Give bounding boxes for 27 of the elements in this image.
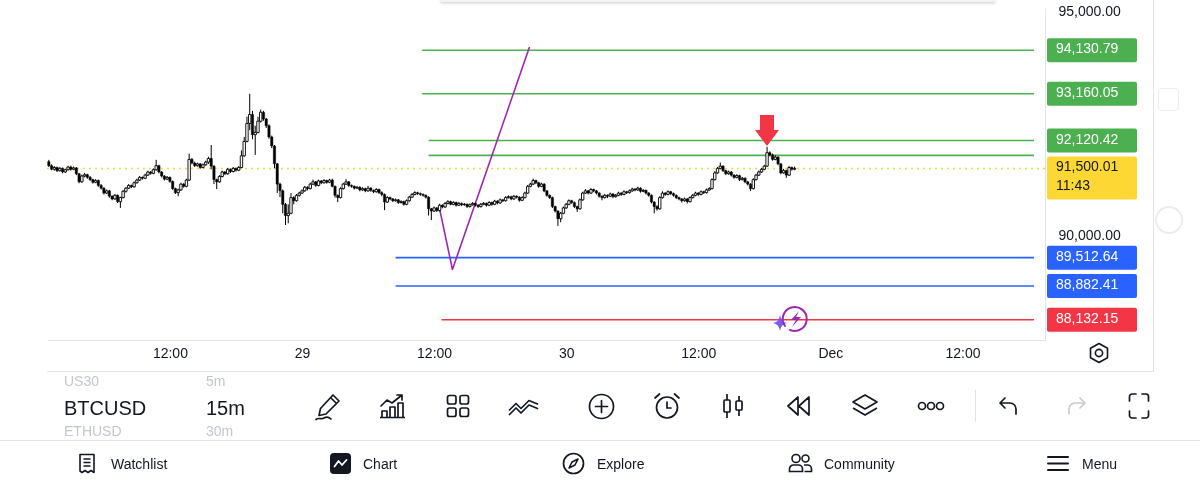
x-tick-label: 12:00	[152, 344, 189, 361]
text: 15m	[206, 396, 245, 420]
ref-line-label: 91,500.01 11:43	[1056, 158, 1119, 194]
text: 5m	[206, 372, 226, 390]
text: ETHUSD	[64, 422, 122, 440]
x-tick-label: 29	[294, 344, 311, 361]
data-label: 92,120.42	[1056, 130, 1119, 147]
data-label: 88,882.41	[1056, 275, 1119, 292]
y-tick-label: 90,000.00	[1058, 227, 1121, 244]
text: Menu	[1082, 455, 1118, 473]
x-tick-label: 12:00	[417, 344, 453, 361]
text: Explore	[597, 455, 645, 473]
y-tick-label: 95,000.00	[1058, 2, 1121, 19]
x-tick-label: 12:00	[681, 344, 717, 361]
text: BTCUSD	[64, 396, 147, 420]
data-label: 94,130.79	[1056, 40, 1119, 57]
text: Chart	[363, 455, 398, 473]
text: US30	[64, 372, 100, 390]
data-label: 89,512.64	[1056, 247, 1119, 264]
text: Watchlist	[111, 455, 168, 473]
x-tick-label: 30	[558, 344, 575, 361]
x-tick-label: Dec	[818, 344, 844, 361]
data-label: 93,160.05	[1056, 83, 1119, 100]
x-tick-label: 12:00	[945, 344, 981, 361]
data-label: 88,132.15	[1056, 309, 1119, 326]
text: Community	[824, 455, 895, 473]
text: 30m	[206, 422, 234, 440]
